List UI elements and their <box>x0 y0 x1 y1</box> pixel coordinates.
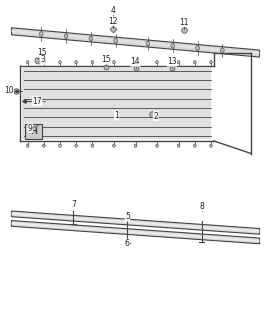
Text: 3: 3 <box>40 55 45 64</box>
Text: 8: 8 <box>199 202 204 211</box>
Circle shape <box>177 144 180 147</box>
Circle shape <box>59 144 61 147</box>
Circle shape <box>193 60 196 64</box>
Circle shape <box>210 60 212 64</box>
Text: 13: 13 <box>167 57 177 66</box>
Text: 2: 2 <box>153 112 158 121</box>
Text: 1: 1 <box>114 111 119 120</box>
Circle shape <box>26 60 29 64</box>
Circle shape <box>171 44 175 48</box>
Circle shape <box>112 60 115 64</box>
Circle shape <box>89 36 93 41</box>
Circle shape <box>91 144 94 147</box>
Bar <box>25 124 43 139</box>
Circle shape <box>59 60 61 64</box>
Text: 7: 7 <box>71 200 76 209</box>
Text: 17: 17 <box>32 97 42 106</box>
Circle shape <box>177 60 180 64</box>
Circle shape <box>134 144 137 147</box>
Polygon shape <box>11 211 260 234</box>
Text: 6: 6 <box>125 239 130 248</box>
Text: 5: 5 <box>125 212 130 221</box>
Circle shape <box>26 144 29 147</box>
Circle shape <box>75 144 78 147</box>
Text: 9: 9 <box>28 124 33 132</box>
Circle shape <box>156 60 159 64</box>
Text: 15: 15 <box>101 55 111 64</box>
Text: 14: 14 <box>131 57 140 66</box>
Circle shape <box>112 144 115 147</box>
Circle shape <box>196 46 199 50</box>
Circle shape <box>43 144 45 147</box>
Circle shape <box>210 144 212 147</box>
Circle shape <box>193 144 196 147</box>
Circle shape <box>64 34 68 38</box>
Text: 12: 12 <box>108 17 117 26</box>
Circle shape <box>220 48 224 52</box>
Polygon shape <box>11 213 260 233</box>
Text: 15: 15 <box>38 48 47 58</box>
Polygon shape <box>22 68 211 139</box>
Circle shape <box>39 32 43 36</box>
Polygon shape <box>11 28 260 57</box>
Text: 10: 10 <box>4 86 14 95</box>
Polygon shape <box>11 220 260 244</box>
Polygon shape <box>11 222 260 242</box>
Polygon shape <box>11 30 260 54</box>
Circle shape <box>43 60 45 64</box>
Circle shape <box>134 60 137 64</box>
Circle shape <box>156 144 159 147</box>
Text: 4: 4 <box>110 6 115 15</box>
Circle shape <box>146 41 150 46</box>
Text: 11: 11 <box>179 18 189 27</box>
Circle shape <box>75 60 78 64</box>
Circle shape <box>91 60 94 64</box>
Circle shape <box>114 38 118 43</box>
Text: H: H <box>30 127 37 136</box>
